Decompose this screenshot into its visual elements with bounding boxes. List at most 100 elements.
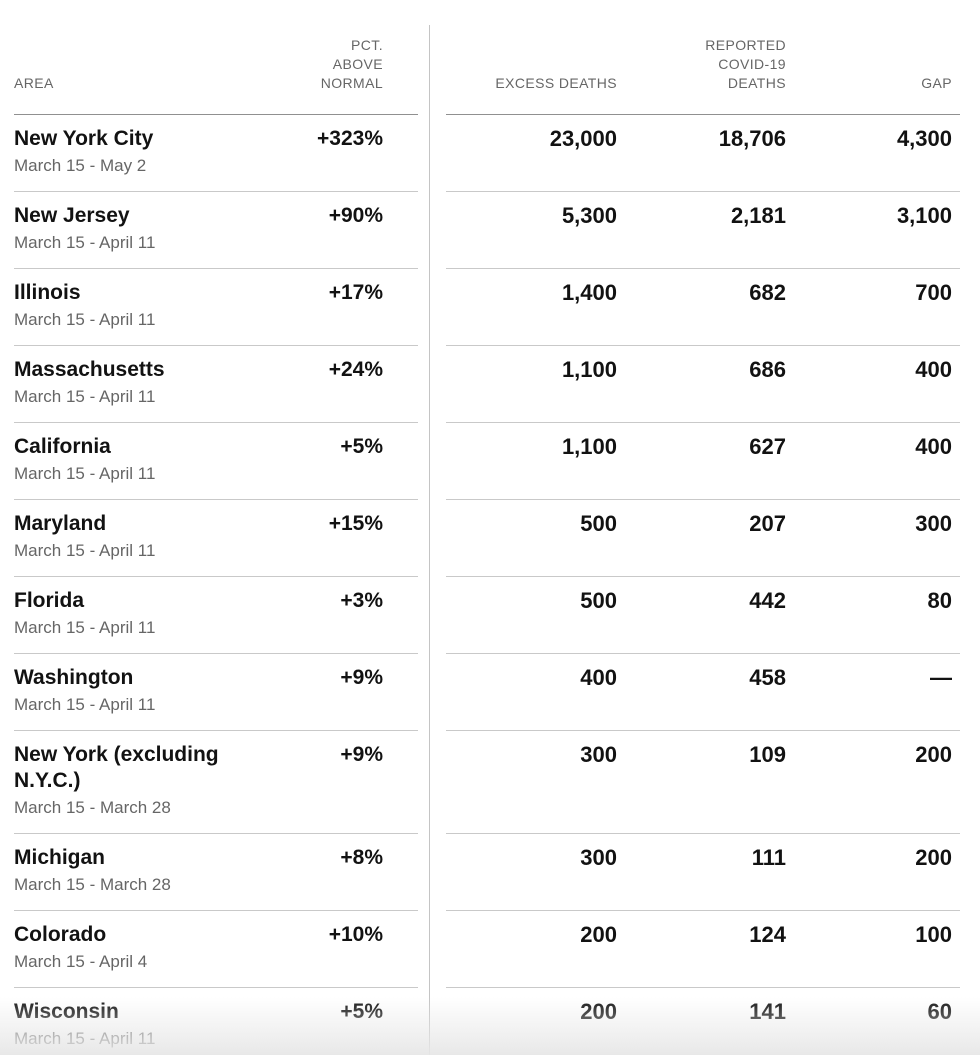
gap-value: 4,300 <box>896 126 952 151</box>
table-row: Florida March 15 - April 11 +3% 500 442 … <box>0 576 980 653</box>
date-range: March 15 - April 11 <box>14 695 156 714</box>
row-divider-gap <box>418 345 446 422</box>
date-range: March 15 - April 11 <box>14 233 156 252</box>
area-cell: Michigan March 15 - March 28 <box>14 845 171 895</box>
date-range: March 15 - April 11 <box>14 541 156 560</box>
row-divider-gap <box>418 910 446 987</box>
excess-deaths-value: 200 <box>580 999 617 1024</box>
gap-value: 60 <box>927 999 952 1024</box>
header-divider-gap <box>418 0 446 115</box>
excess-deaths-value: 300 <box>580 742 617 767</box>
pct-above-normal-value: +8% <box>340 846 383 869</box>
row-right-section: 5,300 2,181 3,100 <box>446 191 960 268</box>
pct-above-normal-value: +15% <box>328 512 383 535</box>
column-header-reported-covid-deaths: REPORTED COVID-19 DEATHS <box>705 37 786 91</box>
column-header-excess-deaths: EXCESS DEATHS <box>495 75 617 91</box>
row-right-section: 23,000 18,706 4,300 <box>446 115 960 191</box>
row-left-section: New York City March 15 - May 2 +323% <box>14 115 418 191</box>
row-right-section: 500 207 300 <box>446 499 960 576</box>
gap-value: 700 <box>915 280 952 305</box>
row-left-section: Wisconsin March 15 - April 11 +5% <box>14 987 418 1055</box>
gap-value: 200 <box>915 845 952 870</box>
row-right-section: 1,100 627 400 <box>446 422 960 499</box>
excess-deaths-value: 200 <box>580 922 617 947</box>
pct-above-normal-value: +9% <box>340 666 383 689</box>
area-name: Massachusetts <box>14 358 165 381</box>
row-right-section: 200 124 100 <box>446 910 960 987</box>
area-cell: Florida March 15 - April 11 <box>14 588 155 638</box>
date-range: March 15 - April 11 <box>14 310 156 329</box>
date-range: March 15 - April 4 <box>14 952 148 971</box>
area-cell: Massachusetts March 15 - April 11 <box>14 357 165 407</box>
excess-deaths-value: 1,100 <box>561 357 617 382</box>
row-right-section: 500 442 80 <box>446 576 960 653</box>
date-range: March 15 - April 11 <box>14 387 156 406</box>
date-range: March 15 - March 28 <box>14 875 171 894</box>
row-left-section: New York (excluding N.Y.C.) March 15 - M… <box>14 730 418 833</box>
gap-value: 200 <box>915 742 952 767</box>
row-divider-gap <box>418 576 446 653</box>
area-cell: New Jersey March 15 - April 11 <box>14 203 155 253</box>
table-row: Wisconsin March 15 - April 11 +5% 200 14… <box>0 987 980 1055</box>
row-divider-gap <box>418 987 446 1055</box>
area-name: New York City <box>14 127 154 150</box>
reported-covid-deaths-value: 442 <box>749 588 786 613</box>
area-cell: Wisconsin March 15 - April 11 <box>14 999 155 1049</box>
row-divider-gap <box>418 833 446 910</box>
gap-value: 300 <box>915 511 952 536</box>
column-header-pct-above-normal: PCT. ABOVE NORMAL <box>320 37 383 91</box>
reported-covid-deaths-value: 141 <box>749 999 786 1024</box>
table-row: Michigan March 15 - March 28 +8% 300 111… <box>0 833 980 910</box>
gap-value: 100 <box>915 922 952 947</box>
excess-deaths-value: 5,300 <box>561 203 617 228</box>
pct-above-normal-value: +24% <box>328 358 383 381</box>
table-row: Massachusetts March 15 - April 11 +24% 1… <box>0 345 980 422</box>
pct-above-normal-value: +5% <box>340 435 383 458</box>
row-left-section: Michigan March 15 - March 28 +8% <box>14 833 418 910</box>
table-row: Illinois March 15 - April 11 +17% 1,400 … <box>0 268 980 345</box>
area-name: Florida <box>14 589 85 612</box>
table-row: Washington March 15 - April 11 +9% 400 4… <box>0 653 980 730</box>
gap-value: — <box>930 665 952 690</box>
area-name: California <box>14 435 111 458</box>
row-divider-gap <box>418 115 446 191</box>
area-name: New Jersey <box>14 204 130 227</box>
row-left-section: New Jersey March 15 - April 11 +90% <box>14 191 418 268</box>
reported-covid-deaths-value: 18,706 <box>718 126 786 151</box>
column-header-gap: GAP <box>921 75 952 91</box>
excess-deaths-value: 500 <box>580 588 617 613</box>
table-body: New York City March 15 - May 2 +323% 23,… <box>0 115 980 1055</box>
date-range: March 15 - April 11 <box>14 1029 156 1048</box>
area-name: Maryland <box>14 512 107 535</box>
table-row: New York City March 15 - May 2 +323% 23,… <box>0 115 980 191</box>
row-right-section: 1,400 682 700 <box>446 268 960 345</box>
pct-above-normal-value: +90% <box>328 204 383 227</box>
area-cell: Maryland March 15 - April 11 <box>14 511 155 561</box>
excess-deaths-value: 23,000 <box>549 126 617 151</box>
table-header: AREA PCT. ABOVE NORMAL EXCESS DEATHS REP… <box>0 0 980 115</box>
row-right-section: 400 458 — <box>446 653 960 730</box>
row-right-section: 300 109 200 <box>446 730 960 833</box>
area-name: Wisconsin <box>14 1000 119 1023</box>
area-cell: Illinois March 15 - April 11 <box>14 280 155 330</box>
pct-above-normal-value: +17% <box>328 281 383 304</box>
row-left-section: Colorado March 15 - April 4 +10% <box>14 910 418 987</box>
gap-value: 400 <box>915 434 952 459</box>
excess-deaths-value: 300 <box>580 845 617 870</box>
row-left-section: Massachusetts March 15 - April 11 +24% <box>14 345 418 422</box>
vertical-divider <box>429 25 430 1055</box>
row-left-section: California March 15 - April 11 +5% <box>14 422 418 499</box>
area-cell: Washington March 15 - April 11 <box>14 665 155 715</box>
row-divider-gap <box>418 268 446 345</box>
date-range: March 15 - April 11 <box>14 464 156 483</box>
row-divider-gap <box>418 499 446 576</box>
table-row: Maryland March 15 - April 11 +15% 500 20… <box>0 499 980 576</box>
date-range: March 15 - April 11 <box>14 618 156 637</box>
area-cell: New York (excluding N.Y.C.) March 15 - M… <box>14 742 239 818</box>
column-header-area: AREA <box>14 75 54 91</box>
gap-value: 3,100 <box>896 203 952 228</box>
reported-covid-deaths-value: 686 <box>749 357 786 382</box>
row-right-section: 300 111 200 <box>446 833 960 910</box>
reported-covid-deaths-value: 627 <box>749 434 786 459</box>
